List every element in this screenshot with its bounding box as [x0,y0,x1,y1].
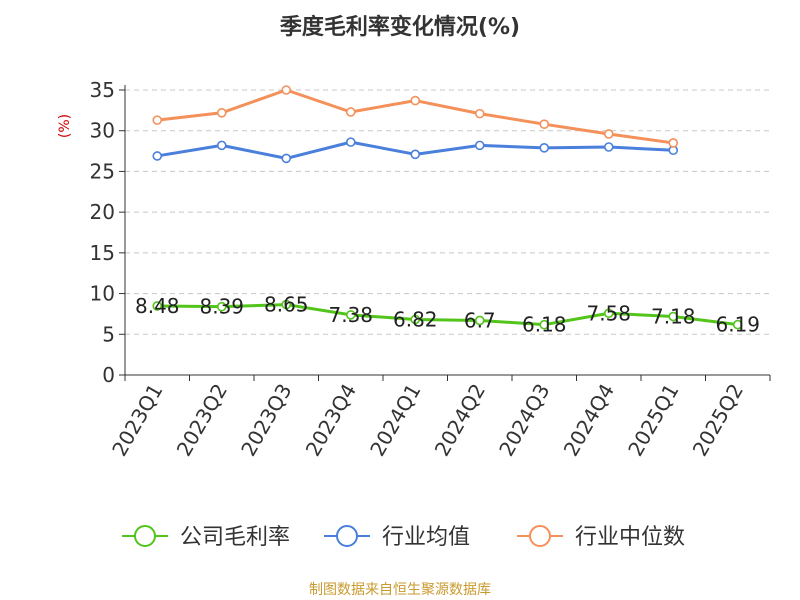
x-tick-label: 2023Q1 [107,380,167,461]
data-label: 6.19 [715,313,760,337]
y-tick-label: 15 [90,241,115,265]
data-point[interactable] [603,308,614,319]
data-point[interactable] [152,301,163,311]
data-point[interactable] [281,85,292,95]
legend-label: 行业均值 [382,525,470,550]
data-point[interactable] [152,115,163,125]
data-point[interactable] [539,119,550,129]
y-tick-label: 0 [102,363,115,387]
y-tick-label: 30 [90,119,115,143]
data-point[interactable] [410,95,421,106]
x-tick-label: 2023Q4 [301,380,361,461]
data-point[interactable] [345,137,356,147]
data-point[interactable] [474,140,485,151]
data-labels: 8.48 8.39 8.65 7.38 6.82 6.7 6.18 7.58 7.18 6.19 [135,293,760,337]
data-point[interactable] [539,319,550,330]
data-label: 6.7 [464,308,496,332]
x-tick-label: 2025Q2 [688,380,748,461]
data-label: 6.18 [522,313,567,337]
legend-swatch-marker [529,525,551,547]
chart-title: 季度毛利率变化情况(%) [280,14,520,40]
x-tick-label: 2023Q3 [236,380,296,461]
series-line-0 [157,303,738,327]
data-label: 8.39 [199,295,244,319]
x-tick-label: 2024Q4 [559,380,619,461]
legend-label: 公司毛利率 [180,525,290,550]
x-tick-label: 2024Q1 [365,380,425,461]
data-point[interactable] [216,301,227,312]
data-point[interactable] [281,153,292,164]
data-point[interactable] [732,319,743,330]
data-point[interactable] [410,149,421,160]
data-point[interactable] [668,311,679,322]
legend-swatch-marker [336,525,358,547]
data-point[interactable] [345,107,356,117]
y-tick-label: 10 [90,282,115,306]
data-label: 7.18 [651,305,696,329]
x-tick-label: 2024Q3 [494,380,554,461]
data-label: 8.65 [264,293,309,317]
data-point[interactable] [474,315,485,326]
x-tick-label: 2023Q2 [172,380,232,461]
data-point[interactable] [216,108,227,118]
data-point[interactable] [474,108,485,119]
data-point[interactable] [410,314,421,325]
data-label: 8.48 [135,294,180,318]
data-label: 6.82 [393,307,438,331]
series-group [152,85,743,330]
data-point[interactable] [152,151,163,161]
legend-swatch-marker [134,525,156,547]
legend-item-1[interactable]: 行业均值 [324,525,470,550]
x-tick-label: 2025Q1 [623,380,683,461]
data-point[interactable] [539,143,550,153]
legend-item-2[interactable]: 行业中位数 [517,525,685,550]
y-tick-label: 20 [90,200,115,224]
legend-item-0[interactable]: 公司毛利率 [122,525,290,550]
y-tick-label: 5 [102,322,115,346]
data-point[interactable] [216,140,227,151]
data-point[interactable] [668,138,679,148]
x-tick-label: 2024Q2 [430,380,490,461]
data-label: 7.38 [328,303,373,327]
legend[interactable]: 公司毛利率 行业均值 行业中位数 [122,525,685,550]
y-axis-label: (%) [57,114,73,138]
y-tick-label: 25 [90,159,115,183]
data-point[interactable] [603,129,614,139]
y-tick-label: 35 [90,78,115,102]
data-label: 7.58 [586,301,631,325]
data-point[interactable] [281,299,292,310]
data-point[interactable] [603,142,614,152]
legend-label: 行业中位数 [575,525,685,550]
source-note: 制图数据来自恒生聚源数据库 [309,582,491,598]
data-point[interactable] [345,310,356,320]
